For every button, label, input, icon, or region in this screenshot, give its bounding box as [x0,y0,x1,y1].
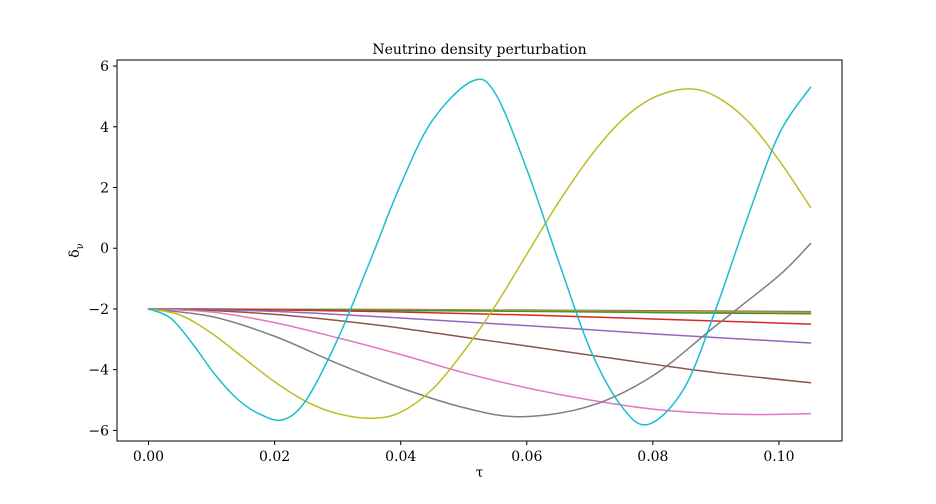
x-tick-label: 0.08 [637,449,668,465]
x-tick-label: 0.06 [511,449,542,465]
y-tick-label: −6 [88,423,109,439]
series-line-9 [147,88,812,419]
y-tick-label: 0 [100,241,109,257]
series-line-8 [147,242,812,418]
series-line-7 [147,308,812,416]
chart-title: Neutrino density perturbation [372,42,586,58]
series-line-6 [147,308,812,384]
series-line-5 [147,308,812,344]
y-tick-label: 6 [100,59,109,75]
y-axis-label-base: δ [67,249,83,257]
y-axis-ticks: −6 −4 −2 0 2 4 6 [88,59,117,439]
x-tick-label: 0.04 [385,449,416,465]
y-tick-label: 4 [100,120,109,136]
x-tick-label: 0.10 [763,449,794,465]
x-axis-ticks: 0.00 0.02 0.04 0.06 0.08 0.10 [133,441,795,465]
series-layer [147,78,812,426]
x-tick-label: 0.02 [259,449,290,465]
x-axis-label: τ [476,465,484,481]
x-tick-label: 0.00 [133,449,164,465]
y-tick-label: 2 [100,181,109,197]
y-axis-label: δν [67,243,86,258]
y-axis-label-subscript: ν [75,243,86,249]
plot-frame [116,59,843,442]
series-line-10 [147,78,812,426]
y-tick-label: −2 [88,302,109,318]
y-tick-label: −4 [88,363,109,379]
series-line-4 [147,308,812,325]
